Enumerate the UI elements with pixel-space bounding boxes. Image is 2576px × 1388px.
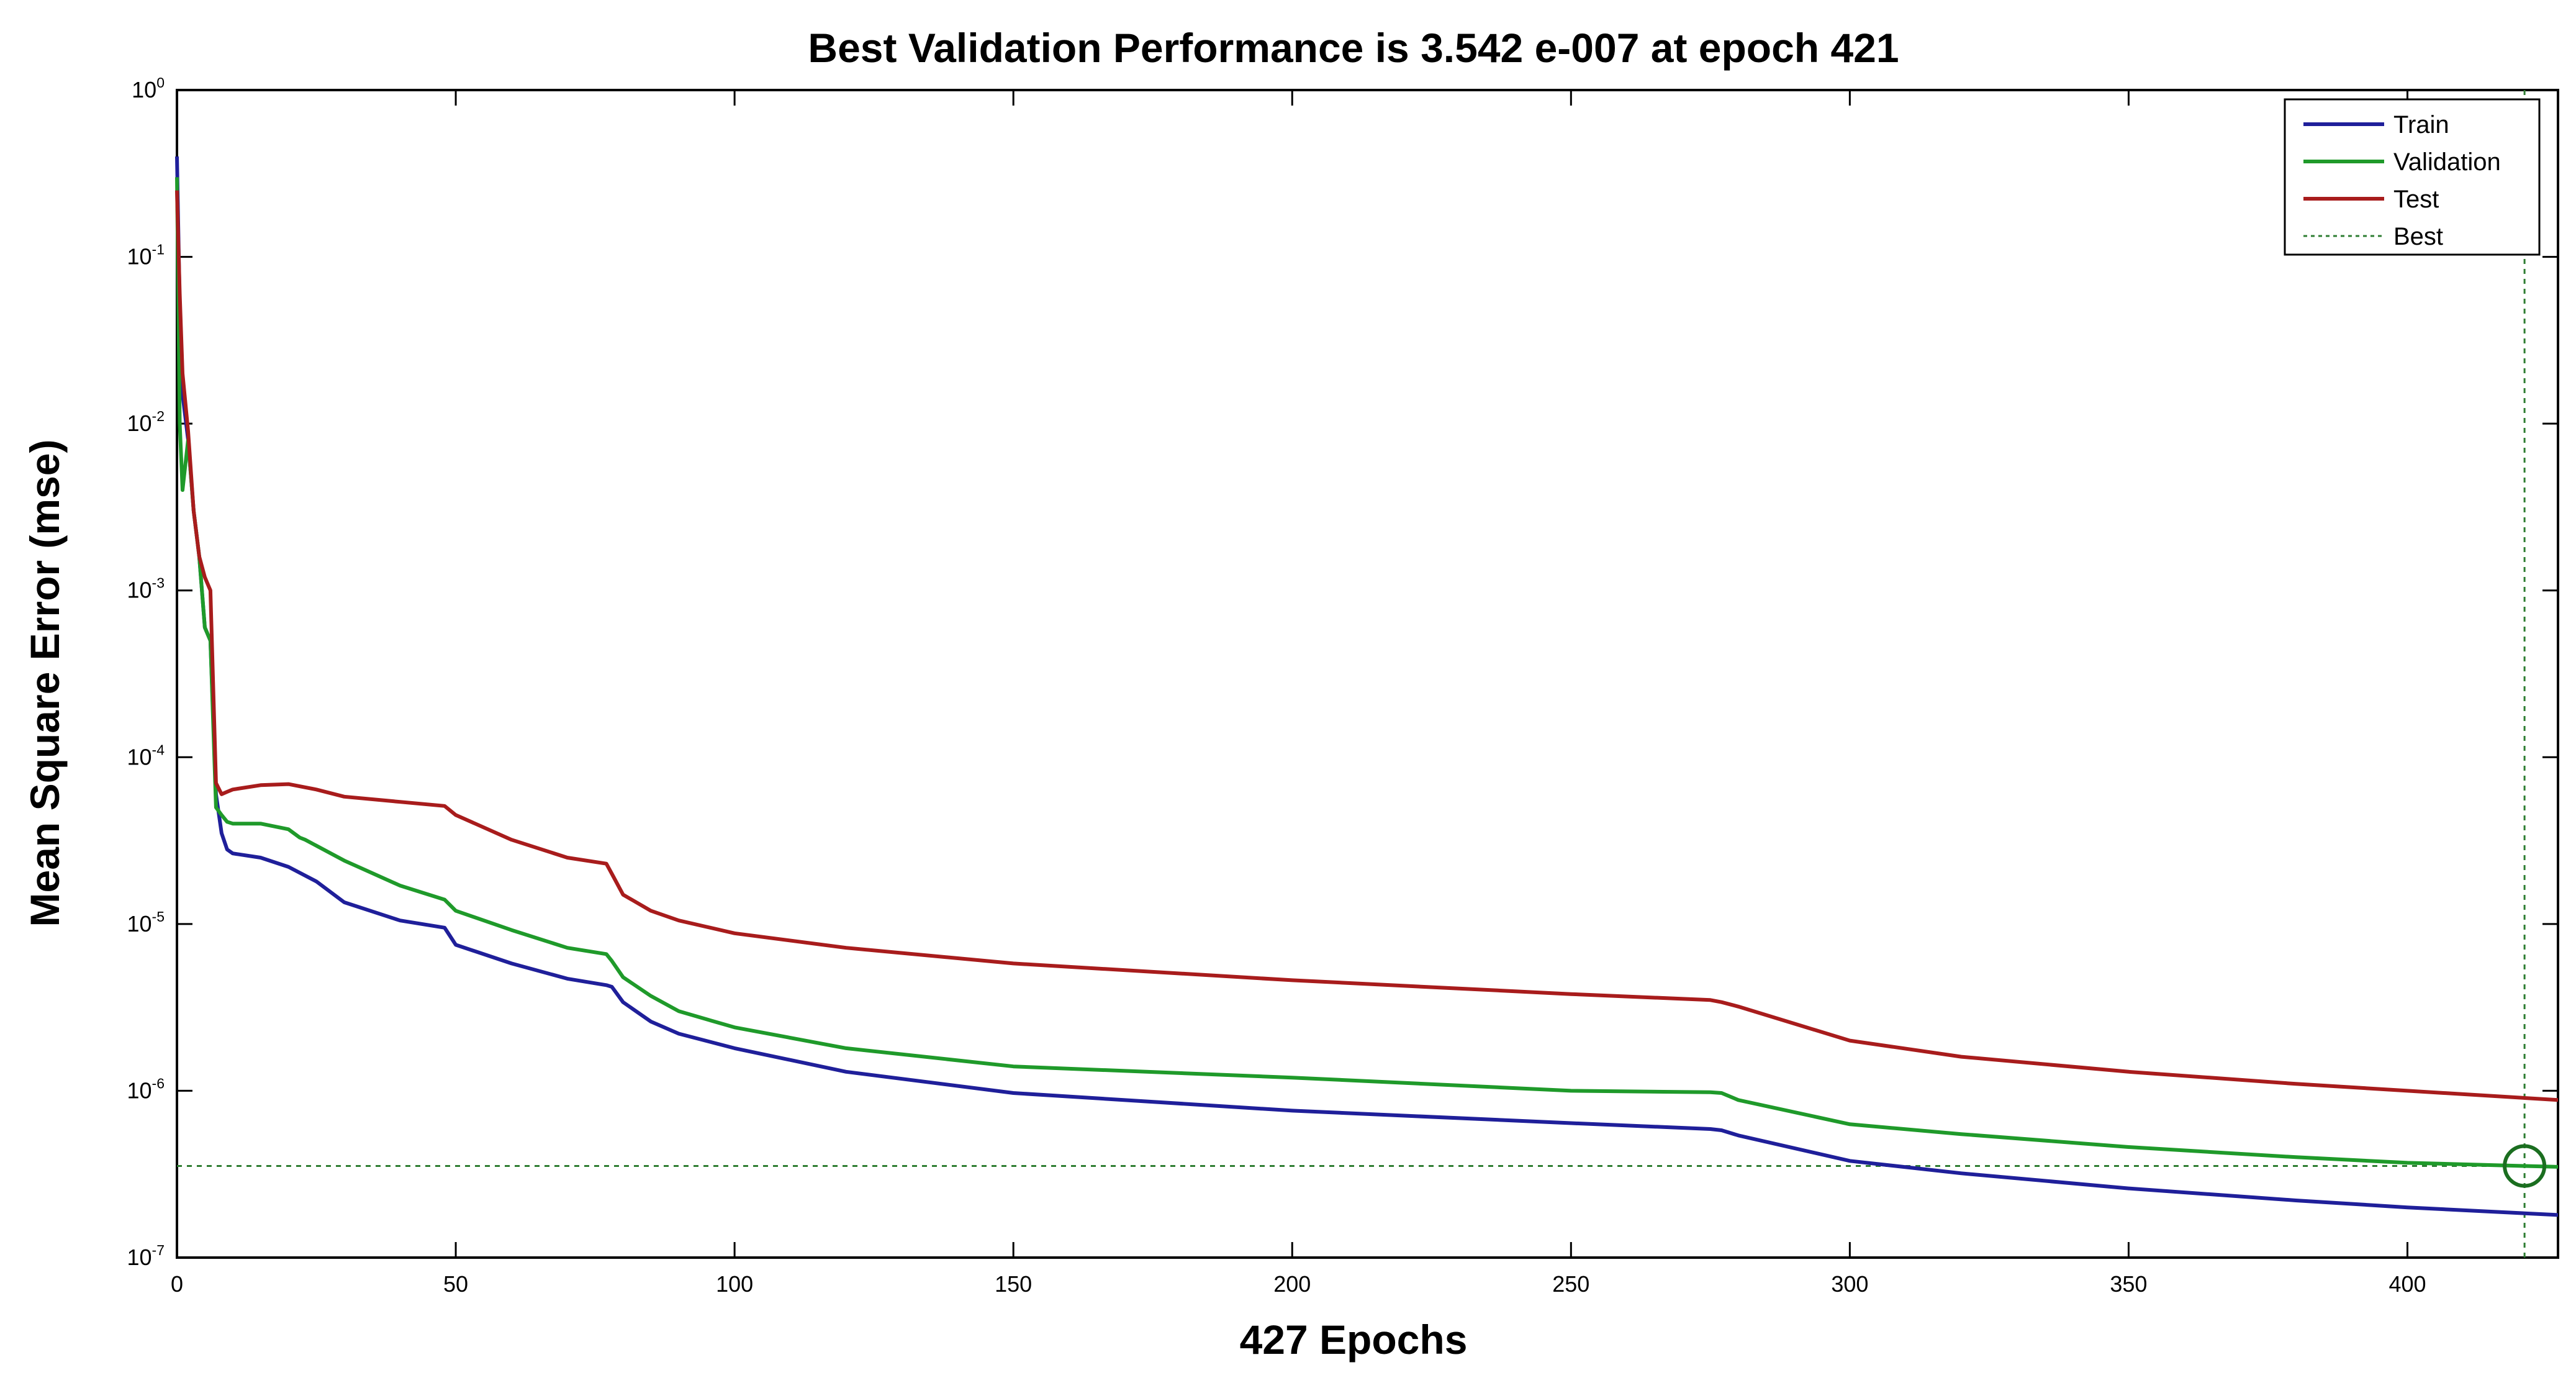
series-line-test: [175, 190, 2559, 1102]
y-tick-label: 10-5: [127, 909, 165, 937]
x-tick-label: 300: [1831, 1271, 1868, 1297]
plot-area: [176, 89, 2559, 1259]
x-tick-label: 100: [716, 1271, 753, 1297]
series-group: [175, 156, 2559, 1217]
y-tick-label: 10-7: [127, 1242, 165, 1270]
legend: Train Validation Test Best: [2284, 98, 2541, 256]
legend-label-test: Test: [2393, 186, 2439, 213]
x-tick-label: 0: [171, 1271, 183, 1297]
axis-ticks: 0 50 100 150 200 250 300 350 400 10-7 10-6 10-5 10-4…: [127, 75, 2558, 1297]
y-tick-label: 10-2: [127, 408, 165, 436]
y-tick-label: 10-3: [127, 575, 165, 603]
x-tick-label: 350: [2110, 1271, 2147, 1297]
y-tick-label: 10-1: [127, 242, 165, 270]
legend-label-train: Train: [2393, 111, 2449, 138]
series-line-validation: [175, 177, 2559, 1169]
x-tick-label: 200: [1273, 1271, 1311, 1297]
chart-title: Best Validation Performance is 3.542 e-0…: [808, 25, 1899, 71]
y-axis-label: Mean Square Error (mse): [22, 440, 68, 927]
x-tick-label: 250: [1552, 1271, 1589, 1297]
legend-label-best: Best: [2393, 223, 2443, 250]
y-tick-label: 10-4: [127, 742, 165, 769]
best-point-circle: [2503, 1144, 2547, 1188]
y-tick-label: 100: [132, 75, 165, 102]
x-tick-label: 150: [995, 1271, 1032, 1297]
x-tick-label: 50: [443, 1271, 468, 1297]
y-tick-label: 10-6: [127, 1075, 165, 1103]
x-tick-label: 400: [2388, 1271, 2426, 1297]
legend-label-validation: Validation: [2393, 148, 2501, 176]
x-axis-label: 427 Epochs: [1240, 1317, 1468, 1363]
